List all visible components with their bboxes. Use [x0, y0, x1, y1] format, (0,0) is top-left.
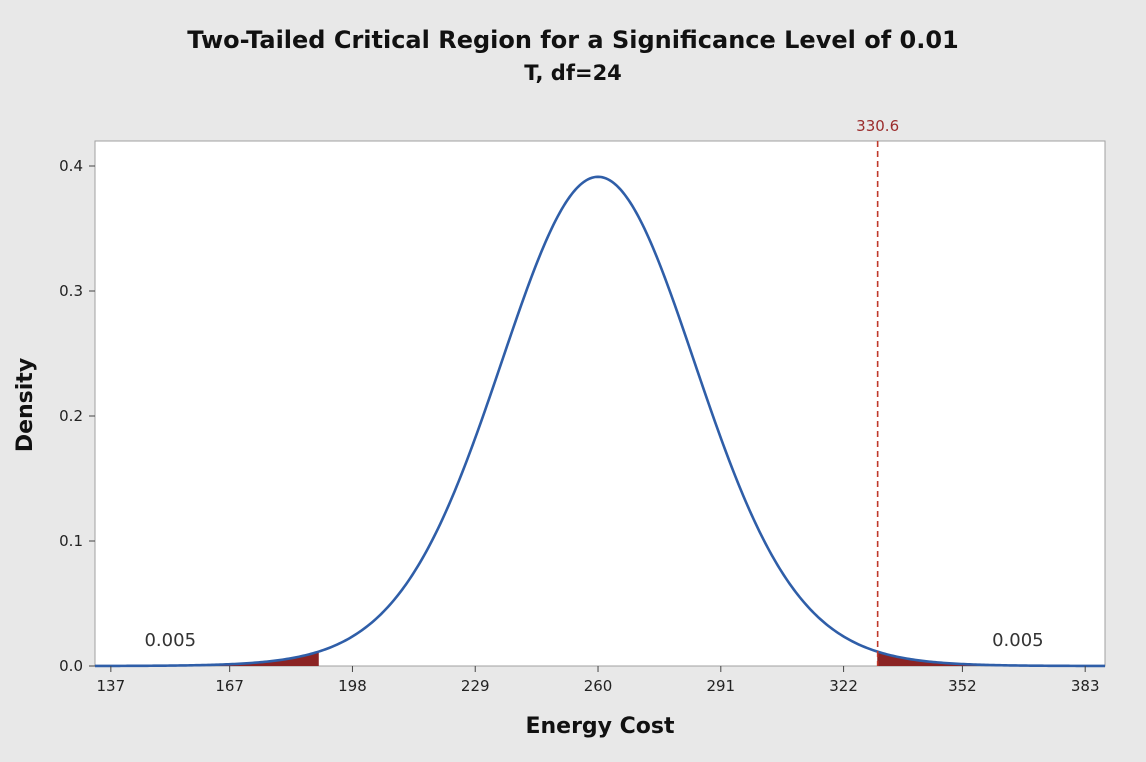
density-curve: [95, 175, 1106, 668]
y-tick-label: 0.3: [59, 282, 83, 300]
x-tick-label: 229: [461, 677, 490, 695]
plot-area: [94, 140, 1106, 667]
x-axis: 137 167 198 229 260 291 322 352 383: [97, 666, 1100, 695]
x-tick-label: 198: [338, 677, 367, 695]
y-axis: 0.0 0.1 0.2 0.3 0.4: [59, 157, 95, 675]
area-annotations: 0.005 0.005: [144, 630, 1043, 651]
x-tick-label: 383: [1071, 677, 1100, 695]
x-tick-label: 167: [215, 677, 244, 695]
x-tick-label: 137: [97, 677, 126, 695]
y-tick-label: 0.4: [59, 157, 83, 175]
x-tick-label: 352: [948, 677, 977, 695]
y-axis-label: Density: [13, 358, 38, 452]
reference-line-layer: 330.6: [856, 117, 899, 666]
x-tick-label: 291: [706, 677, 735, 695]
chart-title: Two-Tailed Critical Region for a Signifi…: [187, 26, 958, 54]
y-tick-label: 0.2: [59, 407, 83, 425]
density-curve-layer: [95, 175, 1106, 668]
area-label-lower-tail: 0.005: [144, 630, 196, 651]
area-label-upper-tail: 0.005: [992, 630, 1044, 651]
x-tick-label: 322: [829, 677, 858, 695]
y-tick-label: 0.0: [59, 657, 83, 675]
reference-line-label: 330.6: [856, 117, 899, 135]
x-tick-label: 260: [584, 677, 613, 695]
x-axis-label: Energy Cost: [525, 714, 675, 739]
chart-subtitle: T, df=24: [524, 61, 622, 85]
y-tick-label: 0.1: [59, 532, 83, 550]
